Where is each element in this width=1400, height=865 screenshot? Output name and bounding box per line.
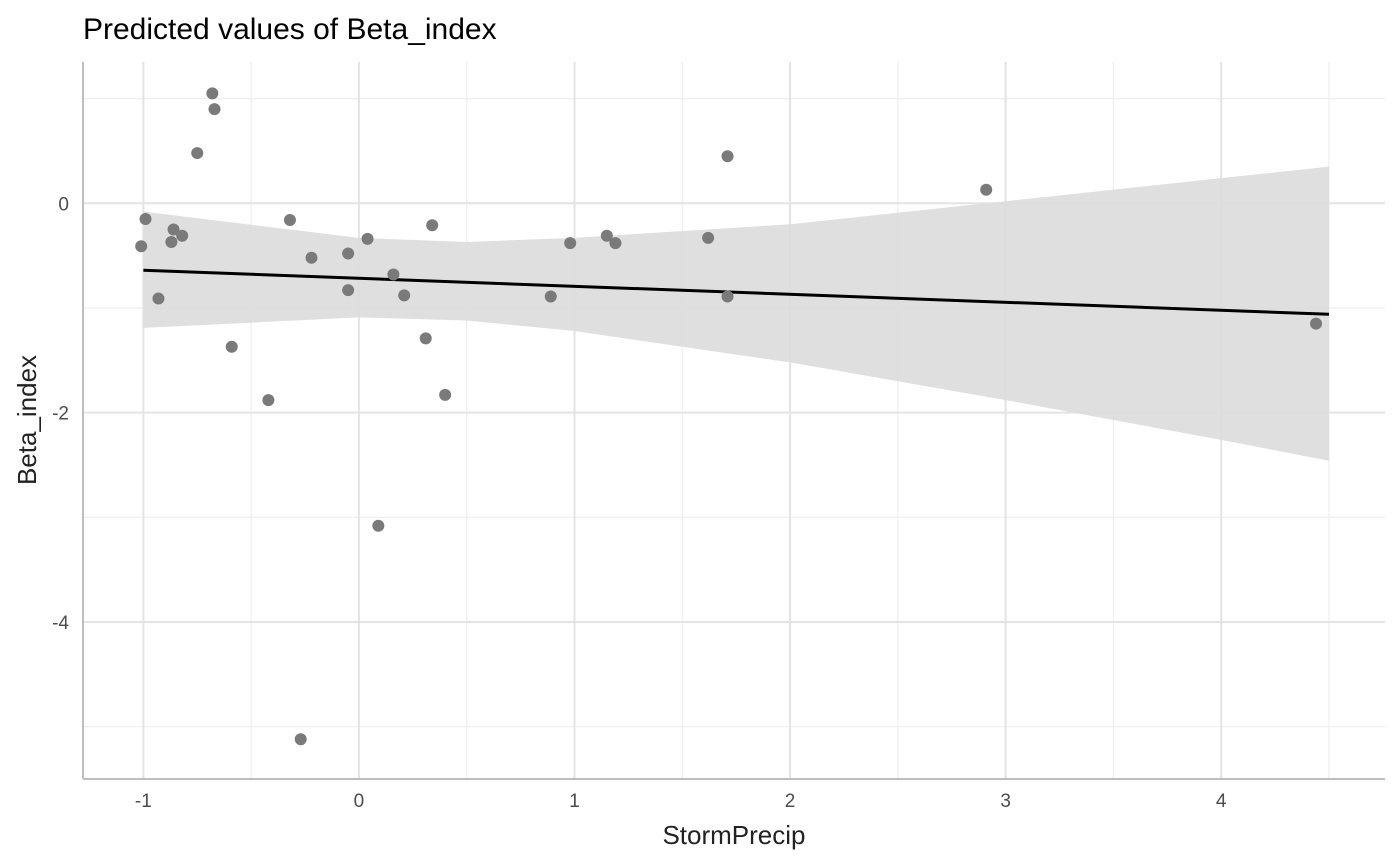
data-point <box>372 519 385 532</box>
tick-labels: -1 0 1 2 3 4 0 -2 -4 <box>52 194 1227 812</box>
fit-line <box>143 268 1330 316</box>
data-point <box>135 240 148 253</box>
data-point <box>702 231 715 244</box>
data-point <box>544 290 557 303</box>
data-point <box>342 247 355 260</box>
data-point <box>1310 317 1323 330</box>
data-point <box>398 289 411 302</box>
data-point <box>283 214 296 227</box>
confidence-band <box>143 166 1329 461</box>
fit-line-layer <box>143 268 1330 316</box>
y-tick-label: -2 <box>52 404 69 425</box>
data-point <box>342 284 355 297</box>
data-point <box>152 292 165 305</box>
data-point <box>225 340 238 353</box>
x-axis-title: StormPrecip <box>662 820 805 850</box>
data-point <box>191 147 204 160</box>
y-axis-title: Beta_index <box>12 355 42 485</box>
data-point <box>262 394 275 407</box>
x-tick-label: 3 <box>1000 791 1011 812</box>
data-point <box>208 103 221 116</box>
x-tick-label: 1 <box>569 791 580 812</box>
confidence-band-layer <box>143 166 1329 461</box>
data-point <box>980 183 993 196</box>
data-point <box>167 223 180 236</box>
x-tick-label: 4 <box>1216 791 1227 812</box>
data-point <box>206 87 219 100</box>
chart-title: Predicted values of Beta_index <box>83 13 497 46</box>
data-point <box>387 268 400 281</box>
data-point <box>721 150 734 163</box>
data-point <box>426 219 439 232</box>
data-point <box>439 388 452 401</box>
data-point <box>419 332 432 345</box>
data-point <box>600 229 613 242</box>
data-point <box>139 213 152 226</box>
data-point <box>721 290 734 303</box>
x-tick-label: 0 <box>354 791 365 812</box>
x-tick-label: -1 <box>135 791 152 812</box>
data-point <box>564 237 577 250</box>
data-point <box>294 733 307 746</box>
axes <box>82 62 1385 780</box>
data-point <box>305 251 318 264</box>
data-point <box>165 236 178 249</box>
data-point <box>176 229 189 242</box>
x-tick-label: 2 <box>785 791 796 812</box>
y-tick-label: -4 <box>52 613 69 634</box>
data-point <box>609 237 622 250</box>
data-point <box>361 232 374 245</box>
points-layer <box>135 87 1323 746</box>
y-tick-label: 0 <box>58 194 69 215</box>
